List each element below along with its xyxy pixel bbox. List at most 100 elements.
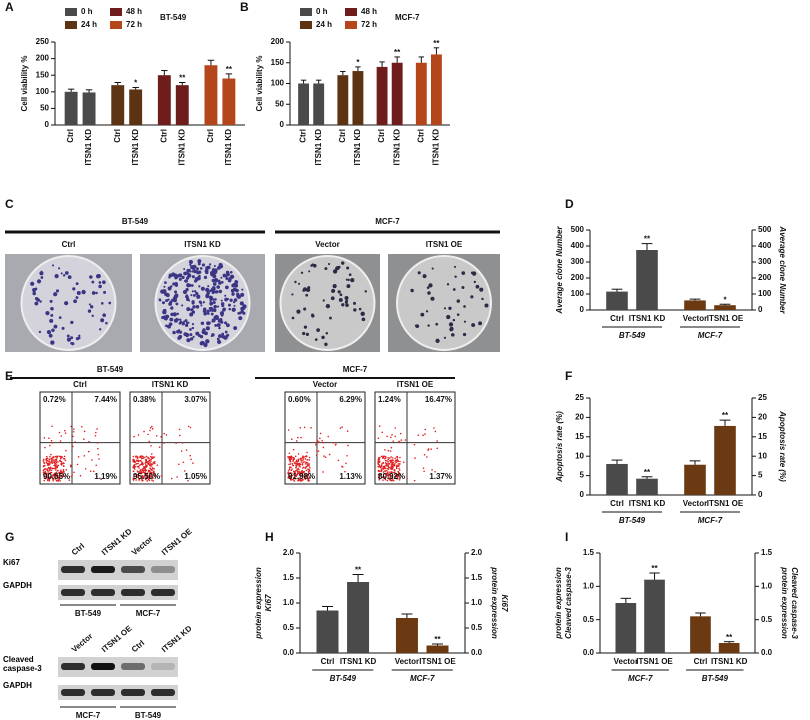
event: [391, 461, 393, 464]
event: [316, 449, 318, 452]
colony: [361, 317, 366, 322]
event: [179, 434, 181, 437]
y-tick-label: 1.0: [283, 598, 295, 607]
colony: [98, 284, 102, 289]
event: [307, 477, 309, 480]
event: [62, 468, 65, 471]
event: [307, 462, 309, 464]
event: [140, 477, 143, 479]
colony: [191, 284, 194, 287]
x-tick-label: Vector: [683, 314, 707, 323]
event: [56, 476, 59, 478]
colony: [193, 290, 197, 293]
event: [51, 459, 54, 461]
event: [180, 450, 183, 452]
quadrant-value: 6.29%: [339, 395, 362, 404]
colony: [186, 283, 191, 288]
row-label-box: GAPDH: [3, 681, 32, 690]
event: [73, 471, 75, 474]
event: [189, 454, 192, 457]
colony: [231, 292, 235, 296]
event: [314, 444, 317, 446]
event: [302, 459, 304, 462]
event: [299, 478, 302, 481]
event: [144, 474, 147, 477]
event: [287, 469, 290, 472]
colony: [449, 327, 454, 332]
colony: [352, 301, 357, 305]
event: [308, 468, 310, 471]
event: [303, 475, 306, 478]
event: [387, 460, 389, 463]
colony: [189, 328, 192, 331]
cell-line-label: BT-549: [135, 711, 162, 720]
colony: [165, 293, 170, 298]
event: [64, 459, 67, 462]
colony: [160, 289, 165, 294]
colony: [55, 289, 60, 293]
y2-label: Cleaved caspase-3: [790, 567, 799, 639]
event: [307, 470, 310, 473]
event: [47, 472, 50, 475]
colony: [64, 301, 69, 306]
colony: [70, 336, 74, 340]
event: [59, 475, 61, 477]
y-tick-label: 200: [36, 54, 50, 63]
condition-label: ITSN1 KD: [152, 380, 189, 389]
colony: [191, 323, 195, 326]
event: [83, 455, 86, 457]
event: [137, 462, 139, 465]
colony: [215, 280, 218, 283]
bar: [157, 75, 171, 125]
colony: [174, 277, 177, 280]
event: [52, 456, 55, 458]
event: [43, 464, 46, 467]
event: [305, 461, 308, 464]
colony: [225, 285, 229, 290]
colony: [311, 313, 314, 317]
event: [133, 463, 136, 466]
colony: [218, 289, 223, 294]
bar: [64, 91, 78, 125]
event: [382, 462, 385, 464]
event: [390, 464, 393, 466]
colony: [216, 323, 221, 327]
event: [398, 465, 400, 467]
colony: [161, 316, 165, 320]
event: [63, 465, 65, 468]
colony: [45, 311, 50, 316]
colony: [232, 301, 236, 304]
colony: [34, 297, 39, 301]
event: [290, 472, 293, 474]
bar: [714, 425, 736, 495]
colony: [202, 301, 206, 304]
significance: *: [356, 58, 360, 67]
colony: [76, 291, 81, 296]
legend-label: 48 h: [126, 7, 142, 16]
colony: [198, 285, 201, 288]
colony: [461, 271, 466, 275]
event: [290, 458, 293, 460]
event: [344, 470, 346, 473]
event: [290, 469, 293, 472]
legend-swatch: [345, 8, 357, 16]
event: [396, 477, 398, 480]
event: [42, 459, 45, 462]
event: [289, 460, 292, 463]
event: [140, 472, 143, 474]
colony: [70, 320, 74, 325]
event: [314, 441, 317, 444]
significance: **: [433, 39, 440, 48]
x-tick-label: Ctrl: [694, 657, 708, 666]
event: [391, 467, 394, 470]
colony: [64, 271, 69, 275]
colony: [450, 333, 455, 337]
event: [384, 449, 386, 451]
x-tick-label: Vector: [395, 657, 419, 666]
colony: [470, 295, 474, 299]
colony: [300, 271, 304, 274]
event: [43, 471, 45, 474]
event: [305, 455, 308, 458]
event: [293, 479, 295, 481]
event: [394, 475, 396, 478]
